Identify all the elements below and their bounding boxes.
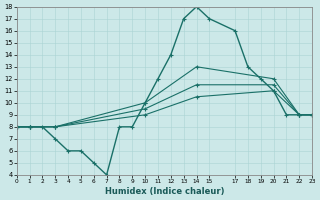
X-axis label: Humidex (Indice chaleur): Humidex (Indice chaleur) [105,187,224,196]
